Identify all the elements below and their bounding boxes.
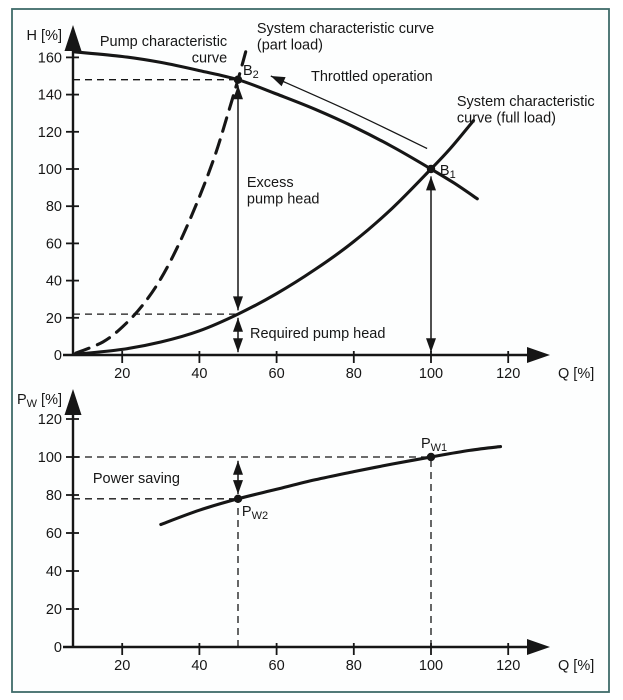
y-tick-label: 20 — [46, 311, 62, 327]
operating-point-B1 — [426, 164, 436, 174]
b1-flow-arrow-head-up-icon — [426, 176, 436, 191]
head-flow-chart: 20 40 60 80 100 120 0 20 40 60 80 100 120 140 160 B1 B2 P… — [27, 21, 595, 382]
point-label-PW1: PW1 — [421, 436, 447, 454]
x-axis-arrowhead-icon — [527, 639, 550, 655]
x-tick-label: 80 — [346, 658, 362, 674]
y-tick-label: 0 — [54, 640, 62, 656]
x-tick-label: 40 — [191, 366, 207, 382]
y-tick-label: 120 — [38, 412, 62, 428]
y-axis-title: PW [%] — [17, 392, 62, 410]
throttled-operation-arrow-head-icon — [270, 76, 286, 87]
pump-curve-label: curve — [192, 51, 227, 67]
y-tick-label: 0 — [54, 348, 62, 364]
x-axis-title: Q [%] — [558, 658, 594, 674]
x-tick-label: 20 — [114, 366, 130, 382]
y-tick-label: 80 — [46, 199, 62, 215]
power-flow-chart: 20 40 60 80 100 120 0 20 40 60 80 100 120 PW1 PW2 Power… — [17, 389, 594, 674]
excess-pump-head-arrow-head-down-icon — [233, 296, 243, 311]
x-tick-label: 60 — [269, 366, 285, 382]
throttled-operation-arrow — [270, 75, 428, 150]
excess-pump-head-arrow-head-up-icon — [233, 85, 243, 100]
part-load-label: System characteristic curve — [257, 21, 434, 37]
y-tick-label: 160 — [38, 50, 62, 66]
y-axis-arrowhead-icon — [64, 25, 82, 51]
point-label-B1: B1 — [440, 163, 456, 181]
x-tick-label: 80 — [346, 366, 362, 382]
y-tick-label: 60 — [46, 236, 62, 252]
point-label-PW2: PW2 — [242, 504, 268, 522]
operating-point-PW1 — [426, 452, 436, 462]
y-tick-label: 100 — [38, 450, 62, 466]
y-axis-arrowhead-icon — [64, 389, 82, 415]
operating-point-B2 — [233, 75, 243, 84]
excess-head-label: pump head — [247, 192, 320, 208]
power-saving-arrow-head-up-icon — [233, 460, 243, 475]
y-tick-label: 60 — [46, 526, 62, 542]
y-tick-label: 120 — [38, 125, 62, 141]
pump-curve-label: Pump characteristic — [100, 34, 227, 50]
curve-solid — [159, 445, 503, 527]
x-tick-label: 120 — [496, 658, 520, 674]
excess-head-label: Excess — [247, 175, 294, 191]
full-load-label: curve (full load) — [457, 110, 556, 126]
part-load-label: (part load) — [257, 38, 323, 54]
point-label-B2: B2 — [243, 63, 259, 81]
full-load-label: System characteristic — [457, 94, 595, 110]
y-tick-label: 100 — [38, 162, 62, 178]
required-head-label: Required pump head — [250, 326, 385, 342]
x-tick-label: 120 — [496, 366, 520, 382]
operating-point-PW2 — [233, 494, 243, 503]
x-tick-label: 40 — [191, 658, 207, 674]
curve-dashed — [74, 50, 248, 355]
y-axis-title: H [%] — [27, 28, 62, 44]
power-saving-label: Power saving — [93, 471, 180, 487]
y-tick-label: 20 — [46, 602, 62, 618]
throttled-label: Throttled operation — [311, 69, 433, 85]
x-tick-label: 60 — [269, 658, 285, 674]
x-axis-arrowhead-icon — [527, 347, 550, 363]
y-tick-label: 80 — [46, 488, 62, 504]
required-pump-head-arrow-head-up-icon — [233, 317, 243, 332]
y-tick-label: 40 — [46, 564, 62, 580]
y-tick-label: 40 — [46, 274, 62, 290]
b1-flow-arrow-head-down-icon — [426, 338, 436, 353]
x-tick-label: 100 — [419, 658, 443, 674]
power-saving-arrow-head-down-icon — [233, 480, 243, 495]
x-axis-title: Q [%] — [558, 366, 594, 382]
y-tick-label: 140 — [38, 88, 62, 104]
x-tick-label: 20 — [114, 658, 130, 674]
x-tick-label: 100 — [419, 366, 443, 382]
required-pump-head-arrow-head-down-icon — [233, 338, 243, 353]
